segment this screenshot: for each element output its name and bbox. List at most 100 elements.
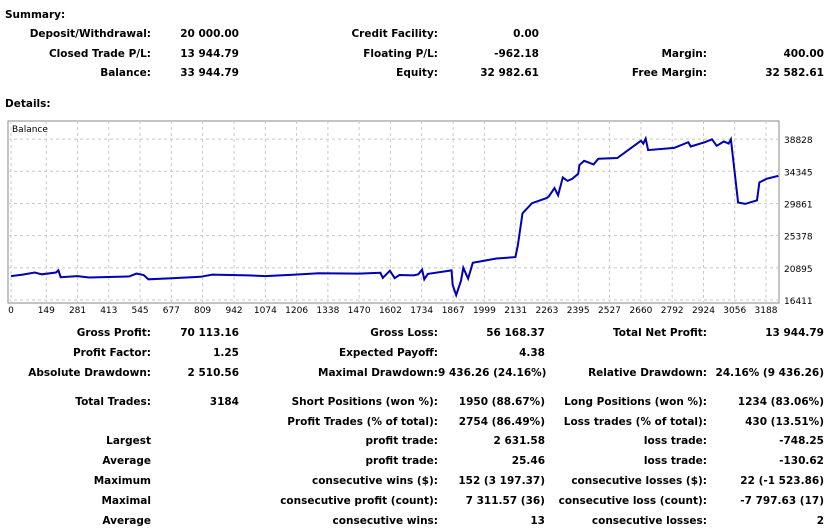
y-tick-label: 38828: [784, 136, 813, 146]
x-tick-label: 2395: [567, 306, 590, 316]
stat-label: Gross Profit:: [76, 327, 151, 339]
x-tick-label: 3188: [755, 306, 778, 316]
summary-row: Balance: 33 944.79 Equity: 32 982.61 Free Ma…: [0, 67, 830, 83]
x-tick-label: 149: [38, 306, 55, 316]
stat-value: 13 944.79: [180, 48, 239, 60]
details-row: Average profit trade: 25.46 loss trade: -130…: [0, 455, 830, 471]
stat-label: Loss trades (% of total):: [563, 416, 707, 428]
x-tick-label: 1602: [379, 306, 402, 316]
stat-label: Deposit/Withdrawal:: [29, 28, 151, 40]
balance-chart: Balance 0 149 281 413 545 677 809 942 1074 1206 13…: [7, 120, 813, 316]
stat-value: 32 982.61: [480, 67, 539, 79]
stat-value: 13: [530, 515, 545, 527]
stat-value: -962.18: [494, 48, 539, 60]
stat-value: 2: [816, 515, 824, 527]
stat-label: profit trade:: [365, 455, 439, 467]
details-row: Maximal consecutive profit (count): 7 311.…: [0, 495, 830, 511]
stat-value: 1950 (88.67%): [458, 396, 545, 408]
y-tick-label: 20895: [784, 265, 813, 275]
stat-label: Average: [102, 455, 151, 467]
stat-label: Profit Trades (% of total):: [287, 416, 438, 428]
details-row: Profit Factor: 1.25 Expected Payoff: 4.38: [0, 347, 830, 363]
x-tick-label: 3056: [723, 306, 746, 316]
stat-value: 4.38: [519, 347, 545, 359]
stat-label: Total Trades:: [75, 396, 151, 408]
x-tick-label: 942: [225, 306, 242, 316]
stat-label: Credit Facility:: [351, 28, 438, 40]
x-tick-label: 2263: [535, 306, 558, 316]
stat-label: Maximal: [101, 495, 151, 507]
x-tick-label: 0: [8, 306, 14, 316]
stat-value: 7 311.57 (36): [465, 495, 545, 507]
stat-value: 20 000.00: [180, 28, 239, 40]
x-tick-label: 2131: [504, 306, 527, 316]
details-row: Profit Trades (% of total): 2754 (86.49%)…: [0, 416, 830, 432]
x-tick-label: 1338: [316, 306, 339, 316]
stat-label: Total Net Profit:: [612, 327, 707, 339]
summary-row: Deposit/Withdrawal: 20 000.00 Credit Facil…: [0, 28, 830, 44]
stat-value: 24.16% (9 436.26): [715, 367, 824, 379]
stat-value: 33 944.79: [180, 67, 239, 79]
details-row: Largest profit trade: 2 631.58 loss trade: -…: [0, 435, 830, 451]
x-tick-label: 2660: [630, 306, 653, 316]
details-row: Gross Profit: 70 113.16 Gross Loss: 56 168.…: [0, 327, 830, 343]
stat-label: Equity:: [396, 67, 438, 79]
details-row: Maximum consecutive wins ($): 152 (3 197.3…: [0, 475, 830, 491]
x-tick-label: 545: [131, 306, 148, 316]
summary-heading: Summary:: [5, 9, 66, 21]
x-tick-label: 809: [194, 306, 211, 316]
stat-value: 2754 (86.49%): [458, 416, 545, 428]
x-tick-label: 1734: [410, 306, 433, 316]
stat-label: consecutive wins ($):: [311, 475, 438, 487]
y-tick-label: 34345: [784, 168, 813, 178]
stat-label: Maximal Drawdown:: [318, 367, 438, 379]
x-tick-label: 2527: [598, 306, 621, 316]
stat-value: 56 168.37: [486, 327, 545, 339]
stat-value: -130.62: [779, 455, 824, 467]
stat-value: 13 944.79: [765, 327, 824, 339]
stat-label: consecutive wins:: [332, 515, 438, 527]
stat-value: -7 797.63 (17): [740, 495, 824, 507]
stat-value: 32 582.61: [765, 67, 824, 79]
chart-title: Balance: [12, 125, 48, 135]
stat-label: Absolute Drawdown:: [28, 367, 151, 379]
stat-value: 22 (-1 523.86): [740, 475, 824, 487]
stat-label: Gross Loss:: [370, 327, 438, 339]
stat-label: Free Margin:: [631, 67, 707, 79]
stat-label: Relative Drawdown:: [588, 367, 707, 379]
details-row: Total Trades: 3184 Short Positions (won %)…: [0, 396, 830, 412]
x-tick-label: 281: [69, 306, 86, 316]
stat-label: Maximum: [93, 475, 151, 487]
stat-value: -748.25: [779, 435, 824, 447]
y-tick-label: 25378: [784, 233, 813, 243]
stat-value: 2 510.56: [187, 367, 239, 379]
stat-label: consecutive loss (count):: [558, 495, 707, 507]
y-tick-label: 16411: [784, 297, 813, 307]
stat-value: 25.46: [511, 455, 545, 467]
stat-label: Largest: [106, 435, 151, 447]
stat-value: 70 113.16: [180, 327, 239, 339]
x-tick-label: 1999: [473, 306, 496, 316]
stat-value: 430 (13.51%): [745, 416, 824, 428]
stat-label: Profit Factor:: [72, 347, 151, 359]
stat-label: Short Positions (won %):: [291, 396, 438, 408]
stat-label: Closed Trade P/L:: [48, 48, 151, 60]
stat-value: 0.00: [513, 28, 539, 40]
stat-label: loss trade:: [643, 455, 707, 467]
x-tick-label: 413: [100, 306, 117, 316]
x-tick-label: 1074: [254, 306, 277, 316]
stat-label: profit trade:: [365, 435, 439, 447]
x-tick-label: 2924: [692, 306, 715, 316]
stat-value: 3184: [209, 396, 239, 408]
details-row: Absolute Drawdown: 2 510.56 Maximal Drawdo…: [0, 367, 830, 383]
stat-label: consecutive profit (count):: [280, 495, 438, 507]
x-tick-label: 1206: [285, 306, 308, 316]
stat-label: consecutive losses ($):: [571, 475, 707, 487]
balance-line: [10, 135, 779, 299]
x-tick-label: 1867: [442, 306, 465, 316]
stat-value: 9 436.26 (24.16%): [438, 367, 547, 379]
stat-label: Expected Payoff:: [338, 347, 438, 359]
stat-label: Average: [102, 515, 151, 527]
details-row: Average consecutive wins: 13 consecutive lo…: [0, 515, 830, 531]
y-tick-label: 29861: [784, 200, 813, 210]
